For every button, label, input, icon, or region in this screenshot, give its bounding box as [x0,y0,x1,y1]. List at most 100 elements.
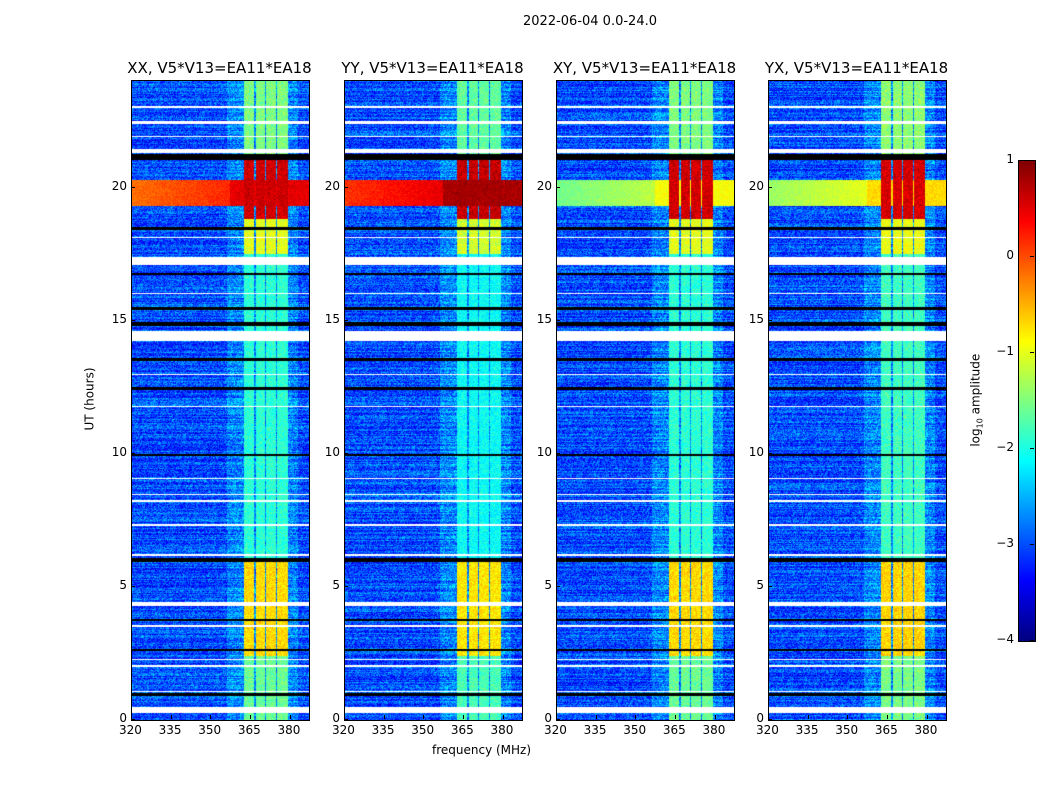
x-tick-mark [635,715,637,719]
x-tick-mark [556,715,557,719]
y-tick-label: 15 [748,311,764,326]
colorbar-tick-mark [1030,160,1034,161]
panel-title: XX, V5*V13=EA11*EA18 [127,59,312,77]
y-tick-mark [344,186,348,188]
y-tick-label: 20 [324,178,340,193]
colorbar-tick-label: −3 [996,536,1014,550]
x-tick-label: 335 [371,723,395,737]
colorbar [1018,160,1036,642]
x-tick-label: 335 [583,723,607,737]
y-tick-label: 0 [756,711,764,725]
y-tick-label: 20 [111,178,127,193]
y-tick-label: 20 [536,178,552,193]
y-axis-label: UT (hours) [82,367,97,431]
x-tick-mark [170,715,172,719]
y-tick-mark [344,585,348,587]
x-tick-label: 350 [411,723,435,737]
y-tick-label: 0 [119,711,127,725]
colorbar-tick-mark [1030,256,1034,257]
y-tick-label: 5 [756,577,764,592]
x-tick-label: 350 [623,723,647,737]
y-tick-label: 0 [332,711,340,725]
y-tick-mark [768,719,772,720]
y-tick-mark [131,319,135,321]
y-tick-mark [768,585,772,587]
x-tick-label: 380 [914,723,938,737]
x-axis-label: frequency (MHz) [432,743,532,757]
colorbar-tick-label: −1 [996,344,1014,358]
x-tick-label: 335 [795,723,819,737]
colorbar-tick-mark [1030,352,1034,353]
heatmap-panel [556,80,735,721]
heatmap-panel [131,80,310,721]
x-tick-label: 365 [874,723,898,737]
y-tick-mark [768,452,772,454]
y-tick-label: 20 [748,178,764,193]
y-tick-label: 5 [544,577,552,592]
y-tick-label: 10 [324,444,340,459]
y-tick-label: 15 [111,311,127,326]
y-tick-mark [556,319,560,321]
y-tick-label: 5 [119,577,127,592]
y-tick-mark [344,319,348,321]
y-tick-mark [131,585,135,587]
y-tick-label: 5 [332,577,340,592]
x-tick-mark [210,715,212,719]
x-tick-label: 320 [756,723,779,737]
x-tick-label: 335 [158,723,182,737]
x-tick-mark [383,715,385,719]
y-tick-mark [344,452,348,454]
x-tick-mark [595,715,597,719]
x-tick-mark [249,715,251,719]
x-tick-mark [502,715,504,719]
y-tick-label: 10 [748,444,764,459]
colorbar-tick-label: −4 [996,632,1014,646]
colorbar-tick-mark [1030,544,1034,545]
x-tick-label: 380 [490,723,514,737]
x-tick-mark [768,715,769,719]
heatmap-panel [768,80,947,721]
x-tick-mark [131,715,132,719]
y-tick-mark [131,719,135,720]
y-tick-label: 10 [536,444,552,459]
x-tick-label: 380 [277,723,301,737]
x-tick-mark [462,715,464,719]
x-tick-mark [714,715,716,719]
x-tick-label: 320 [544,723,567,737]
x-tick-label: 380 [702,723,726,737]
x-tick-label: 350 [835,723,859,737]
x-tick-mark [926,715,928,719]
y-tick-mark [768,186,772,188]
panel-title: YY, V5*V13=EA11*EA18 [341,59,524,77]
colorbar-tick-label: 0 [1006,248,1014,262]
x-tick-mark [423,715,425,719]
x-tick-mark [289,715,291,719]
y-tick-mark [556,452,560,454]
x-tick-label: 350 [198,723,222,737]
panel-title: YX, V5*V13=EA11*EA18 [764,59,949,77]
y-tick-label: 10 [111,444,127,459]
x-tick-label: 365 [662,723,686,737]
heatmap-panel [344,80,523,721]
y-tick-mark [131,452,135,454]
y-tick-mark [131,186,135,188]
colorbar-tick-label: −2 [996,440,1014,454]
panel-title: XY, V5*V13=EA11*EA18 [552,59,737,77]
x-tick-label: 320 [332,723,355,737]
figure-title: 2022-06-04 0.0-24.0 [523,14,657,29]
x-tick-mark [344,715,345,719]
colorbar-tick-mark [1030,640,1034,641]
y-tick-label: 15 [536,311,552,326]
y-tick-label: 15 [324,311,340,326]
x-tick-mark [847,715,849,719]
colorbar-label: log10 amplitude [968,353,985,447]
y-tick-label: 0 [544,711,552,725]
x-tick-mark [674,715,676,719]
colorbar-tick-label: 1 [1006,152,1014,166]
y-tick-mark [556,585,560,587]
x-tick-mark [807,715,809,719]
y-tick-mark [556,186,560,188]
x-tick-label: 320 [119,723,142,737]
x-tick-label: 365 [237,723,261,737]
